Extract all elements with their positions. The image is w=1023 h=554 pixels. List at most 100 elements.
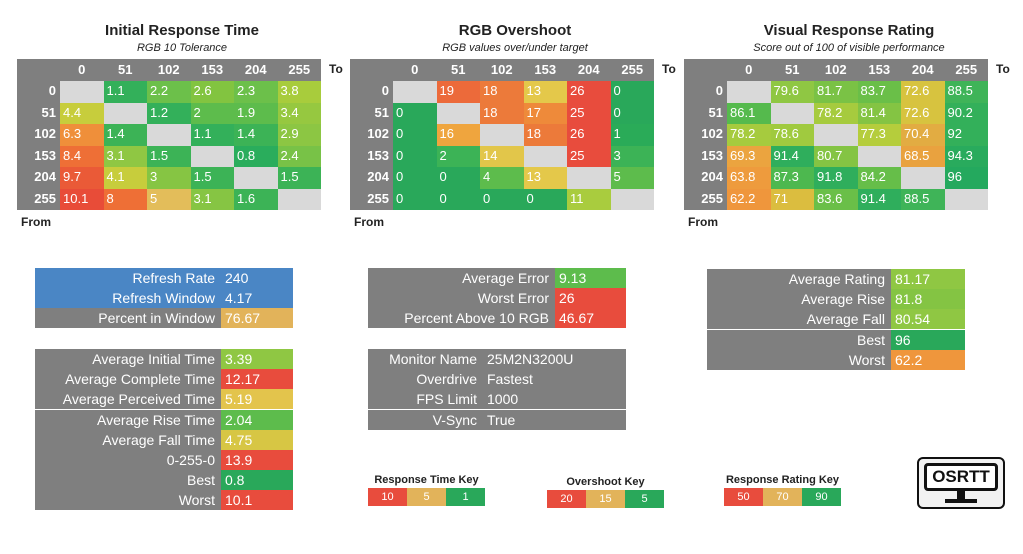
heatmap-cell: 81.7 [814,81,858,103]
logo-monitor-icon: OSRTT [924,463,998,491]
stat-row: Worst 62.2 [707,349,965,370]
stat-row: Average Rise Time 2.04 [35,409,293,430]
to-label: To [329,62,343,76]
stat-row: Monitor Name 25M2N3200U [368,349,626,369]
heatmap-cell: 2.2 [147,81,191,103]
from-label: From [354,215,384,229]
row-header: 204 [34,169,56,184]
stat-label: Average Complete Time [35,369,221,390]
stat-row: 0-255-0 13.9 [35,450,293,470]
stat-row: Percent Above 10 RGB 46.67 [368,308,626,329]
stat-label: Average Rise [707,289,891,310]
stat-value: 13.9 [221,450,293,470]
heatmap-cell: 26 [567,81,611,103]
stat-row: Worst 10.1 [35,490,293,511]
heatmap-cell [393,81,437,103]
heatmap-cell [277,188,321,210]
heatmap-cell: 1.5 [190,167,234,189]
stat-label: Best [707,329,891,350]
heatmap-cell: 72.6 [901,102,945,124]
heatmap-cell: 13 [523,167,567,189]
stat-row: Average Fall Time 4.75 [35,429,293,450]
panel-title: Visual Response Rating [763,22,935,39]
panel-title: RGB Overshoot [458,22,572,39]
column-header: 51 [785,62,800,77]
heatmap-cell: 68.5 [901,145,945,167]
heatmap-cell [60,81,104,103]
heatmap-cell: 3.1 [103,145,147,167]
heatmap-cell: 63.8 [727,167,771,189]
column-header: 255 [955,62,978,77]
stat-row: Best 96 [707,329,965,350]
heatmap-cell: 2.6 [190,81,234,103]
heatmap-cell: 2.3 [234,81,278,103]
heatmap-cell [814,124,858,146]
heatmap-cell [944,188,988,210]
stat-value: 96 [891,329,965,350]
stat-row: Average Rating 81.17 [707,269,965,289]
heatmap-cell: 92 [944,124,988,146]
heatmap-cell: 1.1 [103,81,147,103]
refresh-stats-box: Refresh Rate 240 Refresh Window 4.17 Percent… [35,268,293,329]
stat-value: 25M2N3200U [483,349,626,369]
column-header: 0 [78,62,86,77]
key-swatch: 20 [547,490,586,508]
stat-label: Overdrive [368,369,483,390]
stat-value: 3.39 [221,349,293,369]
heatmap-cell: 96 [944,167,988,189]
stat-value: True [483,409,626,430]
heatmap-cell: 1.1 [190,124,234,146]
heatmap-cell: 0 [436,167,480,189]
heatmap-cell: 14 [480,145,524,167]
stat-row: FPS Limit 1000 [368,389,626,410]
row-header: 0 [715,83,723,98]
heatmap-cell: 16 [436,124,480,146]
heatmap-cell: 0 [610,102,654,124]
heatmap-cell [190,145,234,167]
response-rating-key: Response Rating Key 50 70 90 [724,474,841,508]
heatmap-cell [480,124,524,146]
heatmap-cell: 26 [567,124,611,146]
stat-row: Average Fall 80.54 [707,309,965,330]
response-times-box: Average Initial Time 3.39 Average Complete… [35,349,293,511]
stat-value: 9.13 [555,268,626,288]
heatmap-cell: 8.4 [60,145,104,167]
heatmap-cell: 81.4 [857,102,901,124]
heatmap-cell: 91.4 [770,145,814,167]
heatmap-cell: 0 [393,145,437,167]
from-label: From [688,215,718,229]
row-header: 255 [701,190,723,206]
panel-subtitle: RGB 10 Tolerance [136,42,228,54]
row-header: 102 [701,126,723,141]
key-swatch: 15 [586,490,625,508]
heatmap-cell: 3.1 [190,188,234,210]
panel-rgb-overshoot: RGB Overshoot RGB values over/under targe… [350,22,680,252]
heatmap-cell: 1.4 [234,124,278,146]
stat-label: Percent Above 10 RGB [368,308,555,329]
heatmap-cell: 2.9 [277,124,321,146]
key-swatch: 70 [763,488,802,506]
heatmap-cell: 77.3 [857,124,901,146]
panel-subtitle: Score out of 100 of visible performance [753,42,945,54]
heatmap-cell: 10.1 [60,188,104,210]
column-header: 204 [911,62,934,77]
stat-value: 81.8 [891,289,965,310]
heatmap-cell: 17 [523,102,567,124]
heatmap-cell: 18 [480,102,524,124]
heatmap-cell: 86.1 [727,102,771,124]
row-header: 153 [701,147,723,163]
row-header: 255 [34,190,56,206]
heatmap-cell: 0 [610,81,654,103]
heatmap-cell: 91.8 [814,167,858,189]
heatmap-cell: 18 [480,81,524,103]
stat-row: Average Error 9.13 [368,268,626,288]
heatmap-cell: 1.9 [234,102,278,124]
heatmap-cell: 0 [393,188,437,210]
key-swatch: 90 [802,488,841,506]
heatmap-cell: 5 [147,188,191,210]
error-stats-box: Average Error 9.13 Worst Error 26 Percent Ab… [368,268,626,329]
heatmap-cell: 3 [147,167,191,189]
row-header: 0 [48,83,56,98]
column-header: 153 [868,62,891,77]
stat-label: Worst [35,490,221,511]
